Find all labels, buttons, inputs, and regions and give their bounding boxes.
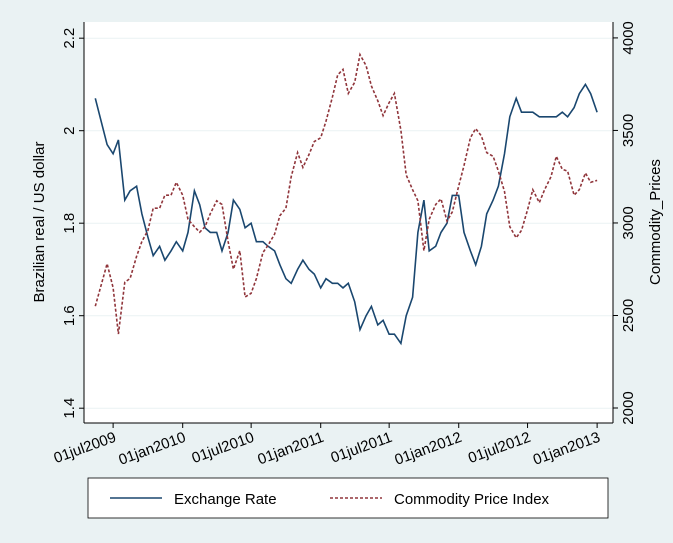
y2-tick-label: 2500	[620, 299, 637, 332]
y2-axis-title: Commodity_Prices	[647, 159, 664, 285]
y-axis-title: Brazilian real / US dollar	[31, 142, 48, 303]
legend-label: Commodity Price Index	[394, 491, 550, 508]
y-tick-label: 2.2	[61, 28, 78, 49]
series-line	[94, 82, 598, 346]
series-line	[94, 52, 598, 335]
y2-tick-label: 3000	[620, 206, 637, 239]
legend-label: Exchange Rate	[174, 491, 277, 508]
y-tick-label: 1.6	[61, 305, 78, 326]
y2-tick-label: 4000	[620, 21, 637, 54]
plot-area	[84, 22, 613, 423]
y-tick-label: 1.8	[61, 213, 78, 234]
y-tick-label: 1.4	[61, 398, 78, 419]
y-tick-label: 2	[61, 127, 78, 135]
y2-tick-label: 2000	[620, 391, 637, 424]
y2-tick-label: 3500	[620, 114, 637, 147]
